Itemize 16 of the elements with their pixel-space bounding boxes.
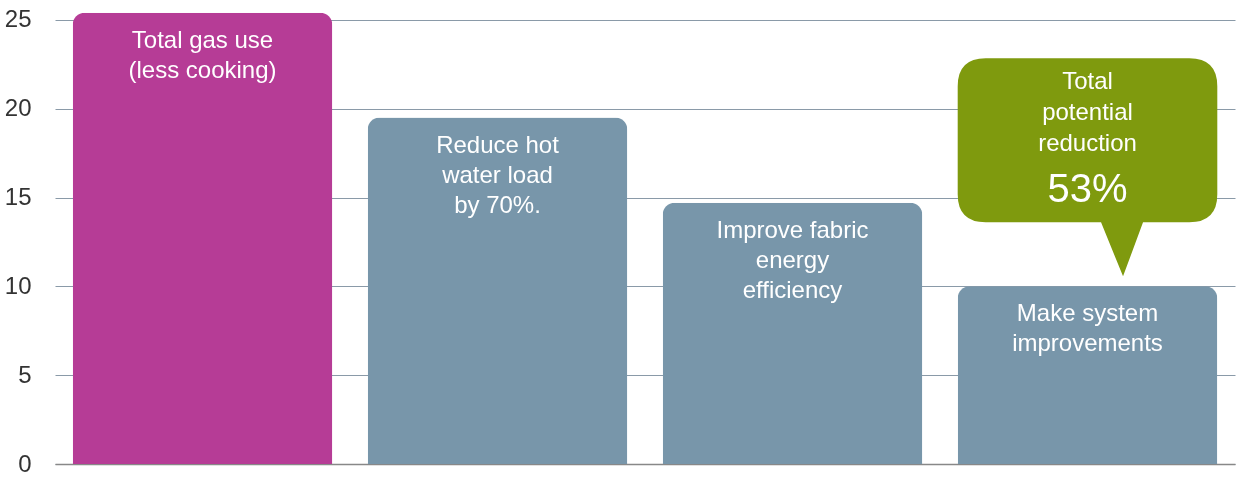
bar xyxy=(957,286,1218,464)
bar xyxy=(72,12,333,464)
y-tick-label: 5 xyxy=(18,360,32,388)
x-tick-label: Reduce hot water load by 70%. xyxy=(436,130,560,218)
bar xyxy=(662,202,923,464)
bar xyxy=(367,117,628,464)
annotation: 53% xyxy=(1047,166,1128,211)
y-tick-label: 20 xyxy=(4,94,32,122)
y-tick-label: 0 xyxy=(18,449,32,477)
x-tick-label: Total gas use (less cooking) xyxy=(128,25,277,83)
annotation: Total potential reduction xyxy=(1038,67,1137,157)
y-tick-label: 25 xyxy=(4,5,32,33)
x-tick-label: Make system improvements xyxy=(1012,299,1163,357)
x-tick-label: Improve fabric energy efficiency xyxy=(716,215,869,303)
y-tick-label: 10 xyxy=(4,271,32,299)
y-tick-label: 15 xyxy=(4,183,32,211)
